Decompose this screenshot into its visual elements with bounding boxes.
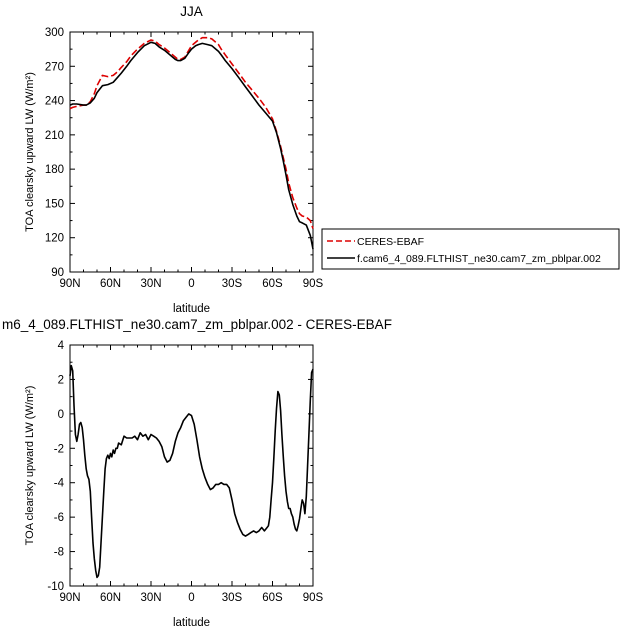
y-tick-label: 180 (45, 164, 64, 176)
y-tick-label: -6 (54, 512, 64, 524)
y-tick-label: -2 (54, 443, 64, 455)
y-tick-label: 150 (45, 198, 64, 210)
legend-label-2: f.cam6_4_089.FLTHIST_ne30.cam7_zm_pblpar… (357, 253, 601, 265)
x-tick-label: 90S (303, 278, 324, 290)
y-axis-label: TOA clearsky upward LW (W/m²) (24, 72, 36, 232)
x-tick-label: 30S (222, 278, 243, 290)
y-axis-label: TOA clearsky upward LW (W/m²) (24, 386, 36, 546)
x-tick-label: 30N (140, 278, 161, 290)
x-tick-label: 60S (262, 278, 283, 290)
series-line-2 (69, 41, 314, 250)
x-tick-label: 90S (303, 592, 324, 604)
y-tick-label: -8 (54, 547, 64, 559)
x-tick-label: 90N (59, 592, 80, 604)
plot-frame (69, 344, 314, 587)
y-tick-label: 300 (45, 27, 64, 39)
x-tick-label: 30S (222, 592, 243, 604)
y-tick-label: 0 (58, 409, 64, 421)
x-axis-label: latitude (173, 303, 210, 315)
legend-label-1: CERES-EBAF (357, 236, 424, 248)
x-axis-label: latitude (173, 617, 210, 629)
y-tick-label: 120 (45, 233, 64, 245)
y-tick-label: 90 (51, 267, 64, 279)
x-tick-label: 90N (59, 278, 80, 290)
x-tick-label: 0 (188, 278, 194, 290)
chart-panel-1: 90N 60N 30N 0 30S 60S 90S 90 120 150 180 210 240 270 3… (24, 4, 324, 315)
y-tick-label: 270 (45, 61, 64, 73)
x-tick-label: 30N (140, 592, 161, 604)
x-tick-label: 60S (262, 592, 283, 604)
plot-frame (69, 31, 314, 273)
legend-box (321, 228, 620, 270)
chart-title: JJA (180, 4, 203, 19)
chart-legend: CERES-EBAF f.cam6_4_089.FLTHIST_ne30.cam7… (321, 228, 620, 270)
chart-title: m6_4_089.FLTHIST_ne30.cam7_zm_pblpar.002… (2, 317, 392, 332)
series-line-1 (69, 364, 314, 579)
y-tick-label: 240 (45, 96, 64, 108)
y-tick-label: -4 (54, 478, 65, 490)
y-tick-label: 4 (58, 340, 65, 352)
x-tick-label: 60N (100, 278, 121, 290)
y-tick-label: 2 (58, 374, 64, 386)
x-tick-label: 60N (100, 592, 121, 604)
chart-panel-2: 90N 60N 30N 0 30S 60S 90S -10 -8 -6 -4 -2 0 2 4 latitud… (2, 317, 392, 629)
y-tick-label: 210 (45, 130, 64, 142)
y-tick-label: -10 (47, 581, 64, 593)
x-tick-label: 0 (188, 592, 194, 604)
